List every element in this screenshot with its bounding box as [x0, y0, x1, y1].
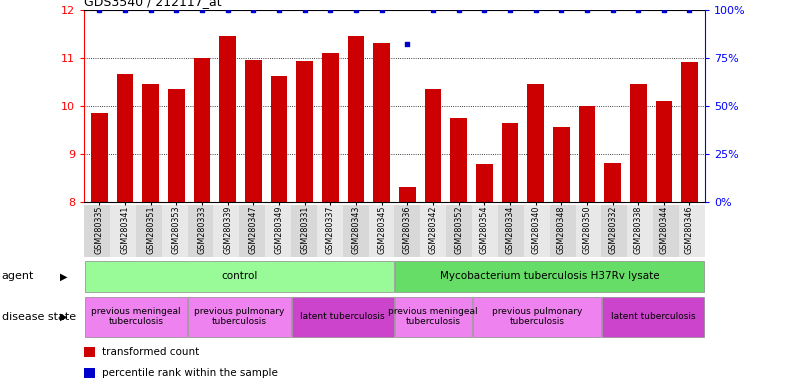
Text: ▶: ▶ — [60, 312, 67, 322]
Bar — [85, 297, 187, 337]
Bar — [399, 187, 416, 202]
Point — [529, 7, 542, 13]
Text: previous meningeal
tuberculosis: previous meningeal tuberculosis — [388, 307, 478, 326]
Point — [658, 7, 670, 13]
Point — [247, 7, 260, 13]
Point — [119, 7, 131, 13]
Bar — [348, 36, 364, 202]
Bar — [91, 113, 108, 202]
Bar — [271, 76, 288, 202]
Bar — [143, 84, 159, 202]
Text: disease state: disease state — [2, 312, 76, 322]
Bar — [188, 297, 291, 337]
Point — [504, 7, 517, 13]
Point — [298, 7, 311, 13]
Point — [195, 7, 208, 13]
Bar — [630, 84, 646, 202]
Bar — [117, 74, 134, 202]
Bar — [578, 106, 595, 202]
Bar — [604, 163, 621, 202]
Point — [272, 7, 285, 13]
Bar — [527, 84, 544, 202]
Point — [453, 7, 465, 13]
Bar — [194, 58, 211, 202]
Bar — [373, 43, 390, 202]
Point — [478, 7, 491, 13]
Bar — [322, 53, 339, 202]
Point — [375, 7, 388, 13]
Text: agent: agent — [2, 271, 34, 281]
Point — [170, 7, 183, 13]
Text: Mycobacterium tuberculosis H37Rv lysate: Mycobacterium tuberculosis H37Rv lysate — [440, 271, 659, 281]
Point — [683, 7, 696, 13]
Point — [555, 7, 568, 13]
Bar — [501, 123, 518, 202]
Point — [606, 7, 619, 13]
Text: percentile rank within the sample: percentile rank within the sample — [103, 368, 278, 378]
Point — [349, 7, 362, 13]
Bar — [395, 261, 704, 292]
Bar — [681, 62, 698, 202]
Text: latent tuberculosis: latent tuberculosis — [611, 312, 695, 321]
Bar — [219, 36, 236, 202]
Bar — [296, 61, 313, 202]
Point — [221, 7, 234, 13]
Text: transformed count: transformed count — [103, 347, 199, 357]
Text: previous pulmonary
tuberculosis: previous pulmonary tuberculosis — [492, 307, 582, 326]
Point — [632, 7, 645, 13]
Bar — [84, 367, 95, 378]
Bar — [84, 347, 95, 357]
Point — [144, 7, 157, 13]
Point — [324, 7, 336, 13]
Text: latent tuberculosis: latent tuberculosis — [300, 312, 385, 321]
Bar — [476, 164, 493, 202]
Bar — [602, 297, 704, 337]
Text: previous pulmonary
tuberculosis: previous pulmonary tuberculosis — [194, 307, 284, 326]
Point — [401, 41, 414, 47]
Bar — [553, 127, 570, 202]
Bar — [292, 297, 394, 337]
Bar — [473, 297, 601, 337]
Bar — [450, 118, 467, 202]
Text: control: control — [221, 271, 257, 281]
Bar — [245, 60, 262, 202]
Bar — [655, 101, 672, 202]
Point — [427, 7, 440, 13]
Bar — [168, 89, 185, 202]
Text: ▶: ▶ — [60, 271, 67, 281]
Bar — [395, 297, 472, 337]
Bar — [425, 89, 441, 202]
Bar — [85, 261, 394, 292]
Point — [93, 7, 106, 13]
Text: GDS3540 / 212117_at: GDS3540 / 212117_at — [84, 0, 222, 8]
Point — [581, 7, 594, 13]
Text: previous meningeal
tuberculosis: previous meningeal tuberculosis — [91, 307, 181, 326]
